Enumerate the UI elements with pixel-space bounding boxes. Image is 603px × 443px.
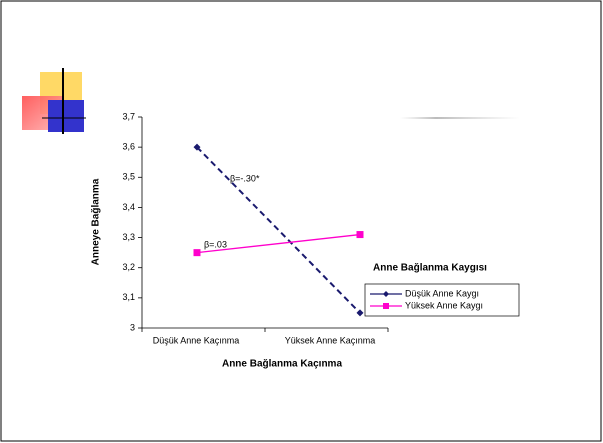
legend-title: Anne Bağlanma Kaygısı bbox=[373, 263, 487, 274]
y-tick-label: 3,7 bbox=[122, 111, 135, 121]
y-tick-label: 3,3 bbox=[122, 232, 135, 242]
point-marker bbox=[356, 309, 364, 317]
series-line bbox=[196, 233, 361, 254]
y-axis-title: Anneye Bağlanma bbox=[91, 178, 102, 265]
x-tick-label: Düşük Anne Kaçınma bbox=[153, 335, 240, 345]
y-tick-label: 3,1 bbox=[122, 292, 135, 302]
x-axis-title: Anne Bağlanma Kaçınma bbox=[222, 359, 342, 370]
deco-blue bbox=[48, 100, 84, 132]
y-tick-label: 3,4 bbox=[122, 202, 135, 212]
series-line bbox=[196, 146, 361, 314]
deco-rule bbox=[400, 117, 520, 119]
legend-label: Yüksek Anne Kaygı bbox=[405, 300, 483, 310]
annotation: β=.03 bbox=[204, 239, 227, 249]
y-tick-label: 3 bbox=[130, 322, 135, 332]
y-tick-label: 3,2 bbox=[122, 262, 135, 272]
legend-box bbox=[364, 283, 520, 317]
legend-label: Düşük Anne Kaygı bbox=[405, 288, 479, 298]
point-marker bbox=[193, 249, 201, 257]
point-marker bbox=[193, 143, 201, 151]
point-marker bbox=[356, 231, 364, 239]
legend-marker bbox=[383, 303, 389, 309]
annotation: β=-.30* bbox=[230, 173, 260, 183]
legend-marker bbox=[383, 291, 389, 297]
y-tick-label: 3,6 bbox=[122, 142, 135, 152]
x-tick-label: Yüksek Anne Kaçınma bbox=[285, 335, 376, 345]
y-tick-label: 3,5 bbox=[122, 172, 135, 182]
